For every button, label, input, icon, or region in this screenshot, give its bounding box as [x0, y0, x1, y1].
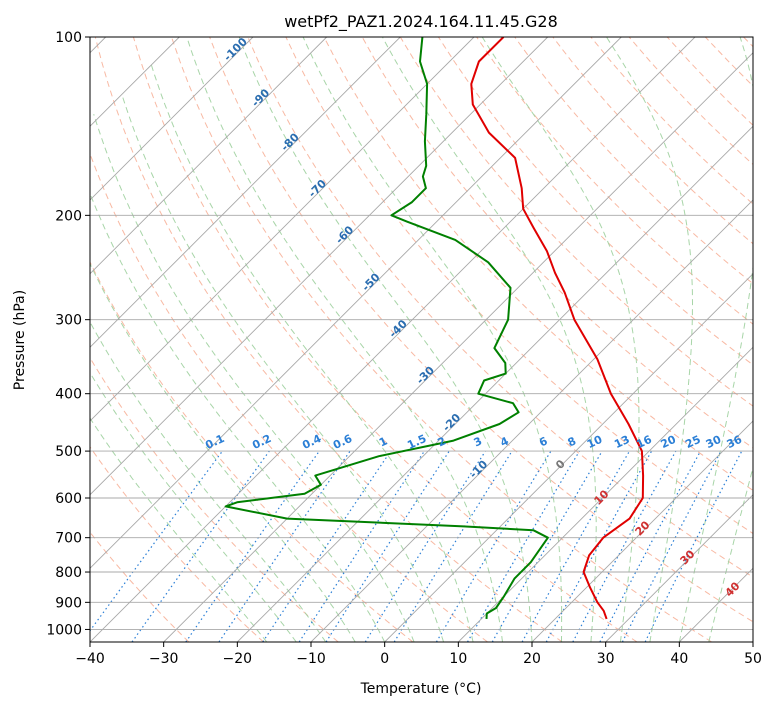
dry-adiabat: [285, 37, 753, 535]
x-tick-label: 0: [380, 651, 389, 667]
mixing-ratio-label: 25: [683, 433, 702, 451]
moist-adiabat: [302, 37, 563, 642]
mixing-ratio-line: [325, 450, 450, 642]
x-tick-label: −10: [296, 651, 326, 667]
y-tick-label: 800: [55, 565, 82, 581]
isotherm-line: [236, 125, 753, 642]
plot-frame: [89, 36, 754, 643]
y-tick-label: 400: [55, 387, 82, 403]
moist-adiabat: [90, 321, 327, 642]
dry-adiabat: [171, 37, 712, 642]
moist-adiabat: [90, 417, 268, 642]
mixing-ratio-label: 20: [659, 433, 679, 451]
y-axis-label: Pressure (hPa): [12, 290, 28, 390]
mixing-ratio-line: [364, 450, 486, 642]
mixing-ratio-line: [435, 450, 552, 642]
mixing-ratio-line: [262, 450, 392, 642]
grid-lines: [90, 37, 753, 642]
dry-adiabat: [94, 37, 563, 642]
data-series: [224, 37, 645, 620]
isotherm-line: [90, 37, 696, 642]
mixing-ratio-label: 16: [634, 433, 654, 451]
x-tick-label: 30: [597, 651, 615, 667]
mixing-ratio-line: [298, 450, 425, 642]
mixing-ratio-line: [218, 450, 351, 642]
dry-adiabat: [476, 37, 753, 325]
moist-adiabat: [708, 465, 753, 642]
moist-adiabat: [90, 371, 297, 642]
isotherm-line: [90, 37, 475, 422]
background-lines: [90, 37, 753, 642]
y-tick-label: 700: [55, 531, 82, 547]
moist-adiabat: [186, 37, 503, 642]
y-tick-label: 200: [55, 208, 82, 224]
moist-adiabat: [149, 61, 474, 642]
mixing-ratio-line: [599, 450, 702, 642]
moist-adiabat: [93, 114, 415, 642]
mixing-ratio-label: 36: [725, 433, 745, 451]
mixing-ratio-label: 30: [704, 433, 724, 451]
y-axis: 100 200 300 400 500 600 700 800 900 1000: [46, 30, 90, 638]
moist-adiabat: [381, 37, 597, 642]
isotherm-line: [90, 37, 254, 201]
isotherm-line: [90, 37, 328, 275]
x-tick-label: 50: [744, 651, 762, 667]
x-tick-label: 40: [670, 651, 688, 667]
dry-adiabat: [323, 37, 753, 491]
mixing-ratio-label: 13: [612, 433, 631, 451]
x-axis-label: Temperature (°C): [360, 681, 482, 697]
chart-title: wetPf2_PAZ1.2024.164.11.45.G28: [284, 12, 558, 32]
mixing-ratio-label: 10: [585, 433, 605, 451]
mixing-ratio-line: [185, 450, 320, 642]
x-axis: −40 −30 −20 −10 0 10 20 30 40 50: [75, 642, 762, 667]
y-tick-label: 1000: [46, 622, 82, 638]
dry-adiabat: [132, 37, 638, 642]
moist-adiabat: [90, 262, 356, 642]
mixing-ratio-line: [466, 450, 580, 642]
isotherm-line: [457, 346, 753, 642]
dry-adiabat: [90, 260, 414, 642]
mixing-ratio-line: [572, 450, 677, 642]
x-tick-label: 20: [523, 651, 541, 667]
isotherm-line: [531, 420, 753, 642]
y-tick-label: 500: [55, 444, 82, 460]
moist-adiabat: [238, 37, 533, 642]
moist-adiabat: [121, 94, 445, 642]
isotherm-line: [384, 273, 753, 642]
isotherm-line: [90, 37, 549, 496]
dry-adiabat: [247, 37, 753, 578]
isotherm-line: [90, 37, 401, 348]
moist-adiabat: [606, 37, 693, 642]
isotherm-line: [90, 37, 622, 569]
temperature-line: [470, 37, 645, 620]
dewpoint-line: [224, 37, 549, 619]
dry-adiabat: [90, 446, 264, 642]
moist-adiabat: [678, 37, 753, 642]
moist-adiabat: [481, 37, 640, 642]
x-tick-label: 10: [449, 651, 467, 667]
isotherm-line: [310, 199, 753, 642]
y-tick-label: 900: [55, 595, 82, 611]
y-tick-label: 300: [55, 313, 82, 329]
x-tick-label: −40: [75, 651, 105, 667]
dry-adiabat: [514, 37, 753, 285]
y-tick-label: 600: [55, 491, 82, 507]
isotherm-line: [605, 494, 753, 642]
isotherm-line: [163, 52, 753, 642]
x-tick-label: −20: [223, 651, 253, 667]
x-tick-label: −30: [149, 651, 179, 667]
y-tick-label: 100: [55, 30, 82, 46]
dry-adiabat: [209, 37, 753, 623]
